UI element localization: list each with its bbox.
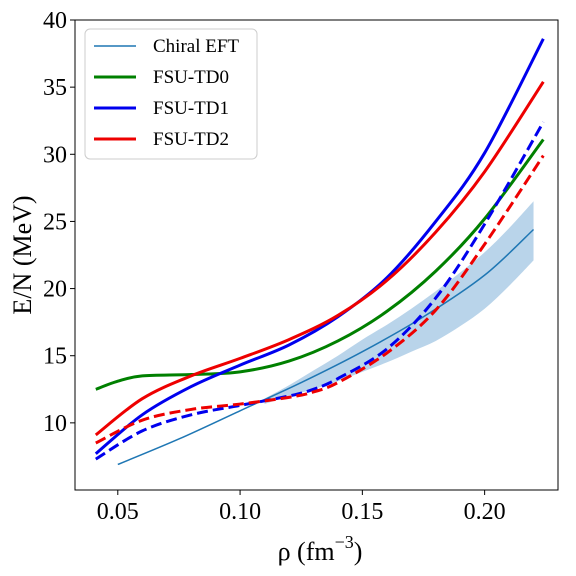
y-tick-label: 25 [43, 209, 67, 235]
legend: Chiral EFT FSU-TD0 FSU-TD1 FSU-TD2 [84, 28, 258, 160]
y-axis-ticks: 10 15 20 25 30 35 40 [43, 8, 75, 437]
series-line-3 [94, 80, 545, 437]
y-tick-label: 10 [43, 411, 67, 437]
x-tick-label: 0.20 [464, 499, 506, 525]
series-line-5-dashed [95, 154, 545, 445]
y-tick-label: 35 [43, 75, 67, 101]
series-line-0 [117, 228, 535, 466]
x-tick-label: 0.05 [97, 499, 139, 525]
y-tick-label: 40 [43, 8, 67, 34]
legend-box [84, 28, 258, 160]
series-line-1 [95, 138, 545, 391]
x-axis-label-superscript: −3 [335, 532, 354, 552]
legend-label: FSU-TD2 [153, 129, 229, 150]
legend-entries: Chiral EFT FSU-TD0 FSU-TD1 FSU-TD2 [94, 36, 239, 150]
x-axis-label: ρ (fm−3) [278, 532, 363, 566]
chiral-eft-band [264, 201, 534, 405]
x-tick-label: 0.15 [341, 499, 383, 525]
y-tick-label: 20 [43, 277, 67, 303]
x-axis-label-close: ) [354, 537, 363, 566]
series-layer [94, 38, 545, 466]
plot-frame [74, 19, 559, 491]
x-axis-ticks: 0.05 0.10 0.15 0.20 [97, 490, 506, 525]
legend-label: FSU-TD1 [153, 98, 229, 119]
uncertainty-band-layer [264, 201, 534, 405]
series-line-4-dashed [95, 121, 545, 461]
y-tick-label: 15 [43, 344, 67, 370]
y-tick-label: 30 [43, 142, 67, 168]
x-tick-label: 0.10 [219, 499, 261, 525]
legend-label: FSU-TD0 [153, 67, 229, 88]
y-axis-label: E/N (MeV) [8, 195, 37, 314]
legend-label: Chiral EFT [153, 36, 239, 57]
